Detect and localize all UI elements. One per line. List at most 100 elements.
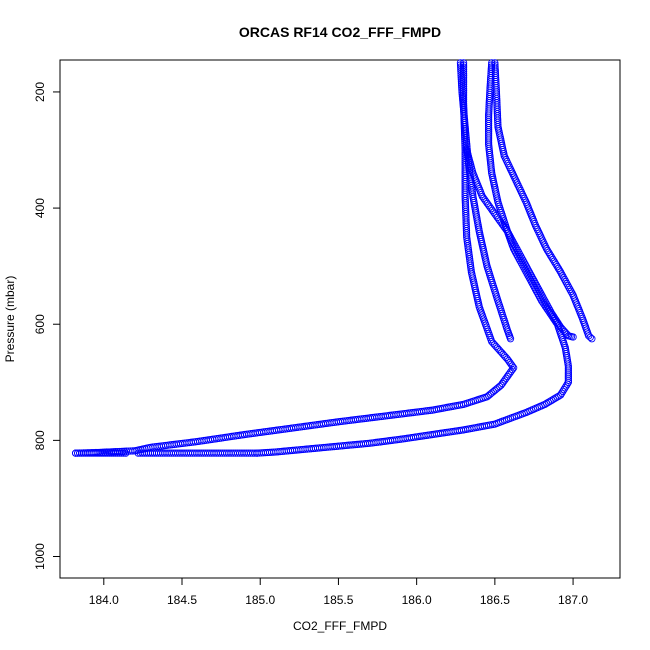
- data-point: [560, 385, 568, 394]
- data-point: [527, 277, 536, 286]
- data-point: [547, 252, 555, 260]
- data-point: [553, 318, 561, 326]
- data-point: [525, 268, 533, 276]
- data-point: [513, 245, 521, 253]
- data-point: [508, 237, 517, 245]
- data-point: [520, 258, 528, 266]
- x-tick-label: 185.0: [245, 593, 275, 607]
- data-point: [529, 276, 538, 284]
- data-point: [513, 250, 521, 259]
- data-point: [545, 248, 553, 256]
- data-point: [506, 335, 515, 343]
- data-point: [557, 270, 566, 278]
- data-point: [524, 272, 532, 280]
- y-axis: 200 400 600 800 1000: [33, 82, 60, 570]
- data-point: [518, 260, 526, 268]
- data-point: [540, 295, 548, 303]
- data-point: [556, 268, 565, 276]
- x-tick-label: 185.5: [323, 593, 353, 607]
- data-point: [546, 397, 554, 405]
- data-point: [527, 272, 536, 280]
- data-point: [505, 231, 514, 239]
- data-point: [529, 281, 538, 290]
- data-point: [553, 393, 561, 401]
- data-point: [539, 299, 547, 307]
- y-tick-label: 800: [33, 430, 47, 450]
- data-point: [535, 291, 543, 299]
- data-point: [554, 264, 563, 273]
- data-point: [531, 285, 540, 294]
- data-point: [526, 270, 534, 278]
- data-point: [546, 250, 554, 258]
- data-point: [94, 449, 102, 457]
- data-point: [530, 277, 539, 286]
- y-tick-label: 200: [33, 82, 47, 102]
- data-point: [524, 266, 532, 274]
- data-point: [118, 449, 126, 457]
- data-point: [102, 449, 110, 457]
- data-point: [120, 449, 128, 457]
- data-point: [504, 229, 513, 237]
- data-point: [560, 274, 568, 282]
- y-tick-label: 400: [33, 198, 47, 218]
- data-point: [549, 395, 558, 403]
- data-point: [567, 287, 575, 295]
- data-point: [586, 333, 594, 341]
- data-point: [544, 398, 553, 406]
- y-tick-label: 600: [33, 314, 47, 334]
- data-point: [549, 255, 557, 264]
- data-point: [550, 257, 558, 265]
- data-point: [521, 266, 529, 274]
- x-tick-label: 186.5: [480, 593, 510, 607]
- data-point: [508, 362, 517, 370]
- data-point: [563, 279, 571, 288]
- data-point: [104, 449, 112, 457]
- data-point: [532, 281, 541, 290]
- data-point: [541, 297, 549, 305]
- x-axis: 184.0 184.5 185.0 185.5 186.0 186.5 187.0: [89, 578, 588, 607]
- data-point: [517, 252, 525, 261]
- data-point: [551, 314, 559, 322]
- data-point: [512, 243, 520, 251]
- data-point: [588, 335, 596, 343]
- x-tick-label: 187.0: [558, 593, 588, 607]
- data-point: [523, 270, 531, 278]
- data-point: [528, 274, 537, 282]
- data-point: [100, 449, 108, 457]
- data-point: [546, 307, 554, 315]
- data-point: [543, 399, 551, 407]
- data-point: [554, 319, 562, 328]
- data-point: [506, 233, 515, 241]
- data-point: [519, 262, 527, 270]
- data-point: [511, 241, 519, 249]
- data-point: [537, 295, 545, 303]
- data-point: [538, 291, 546, 299]
- data-points: [71, 59, 596, 457]
- data-point: [96, 449, 104, 457]
- data-point: [532, 287, 541, 295]
- data-point: [553, 262, 561, 271]
- data-point: [525, 274, 533, 282]
- data-point: [528, 279, 537, 288]
- data-point: [552, 261, 560, 269]
- data-point: [547, 308, 555, 317]
- data-point: [515, 248, 523, 257]
- data-point: [526, 276, 534, 284]
- data-point: [566, 285, 574, 294]
- data-point: [551, 259, 559, 267]
- data-point: [523, 264, 531, 272]
- data-point: [521, 260, 529, 268]
- data-point: [520, 264, 528, 272]
- data-point: [543, 301, 551, 309]
- data-point: [514, 247, 522, 255]
- data-point: [544, 303, 552, 311]
- data-point: [562, 277, 570, 286]
- data-point: [561, 384, 569, 392]
- data-point: [533, 289, 542, 297]
- data-point: [542, 299, 550, 307]
- data-point: [551, 394, 559, 402]
- data-point: [514, 252, 522, 261]
- data-point: [515, 254, 523, 263]
- data-point: [555, 266, 564, 274]
